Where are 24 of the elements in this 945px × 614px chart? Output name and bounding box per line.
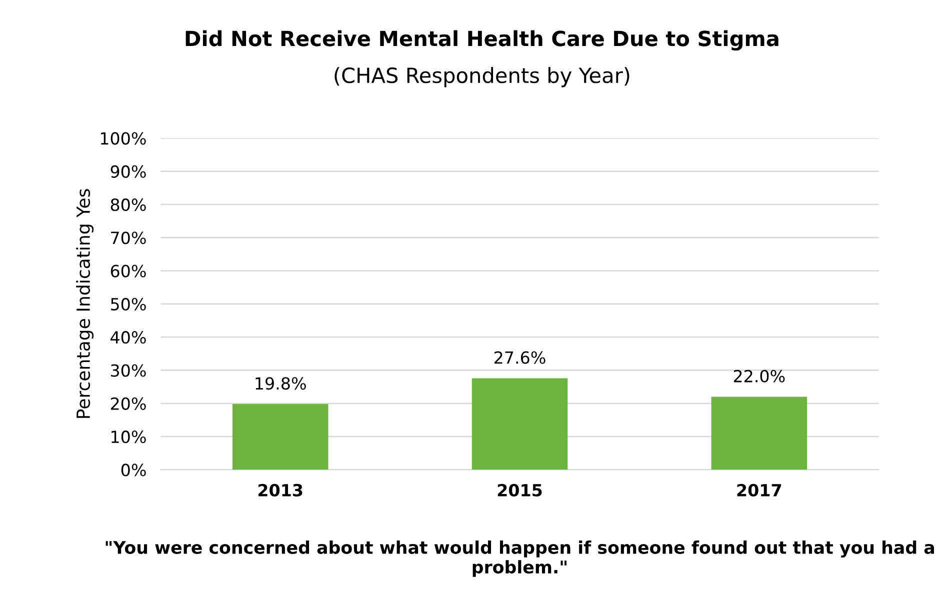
y-tick-label: 40% [110, 331, 146, 344]
chart-subtitle: (CHAS Respondents by Year) [334, 67, 630, 88]
y-tick-label: 70% [111, 232, 146, 244]
y-tick-label: 50% [111, 298, 146, 310]
x-tick-label: 2013 [258, 484, 302, 496]
chart-title: Did Not Receive Mental Health Care Due to Stigma [186, 30, 778, 51]
y-tick-label: 100% [100, 132, 146, 145]
x-tick-label: 2015 [498, 484, 542, 496]
y-tick-label: 20% [110, 397, 146, 410]
x-tick-label: 2017 [737, 484, 782, 496]
data-label: 22.0% [734, 370, 785, 382]
y-axis-title: Percentage Indicating Yes [76, 189, 94, 418]
data-label: 19.8% [256, 377, 306, 390]
y-tick-label: 60% [110, 264, 146, 278]
y-tick-label: 80% [110, 198, 146, 212]
bar [232, 404, 328, 470]
bar [472, 378, 568, 470]
text: "You were concerned about what would happen if someone found out that you had a problem." [106, 540, 934, 577]
bar [711, 396, 808, 470]
data-label: 27.6% [494, 351, 546, 364]
y-tick-label: 10% [112, 430, 146, 444]
y-tick-label: 0% [121, 464, 146, 476]
y-tick-label: 90% [110, 165, 146, 178]
y-tick-label: 30% [110, 364, 146, 377]
